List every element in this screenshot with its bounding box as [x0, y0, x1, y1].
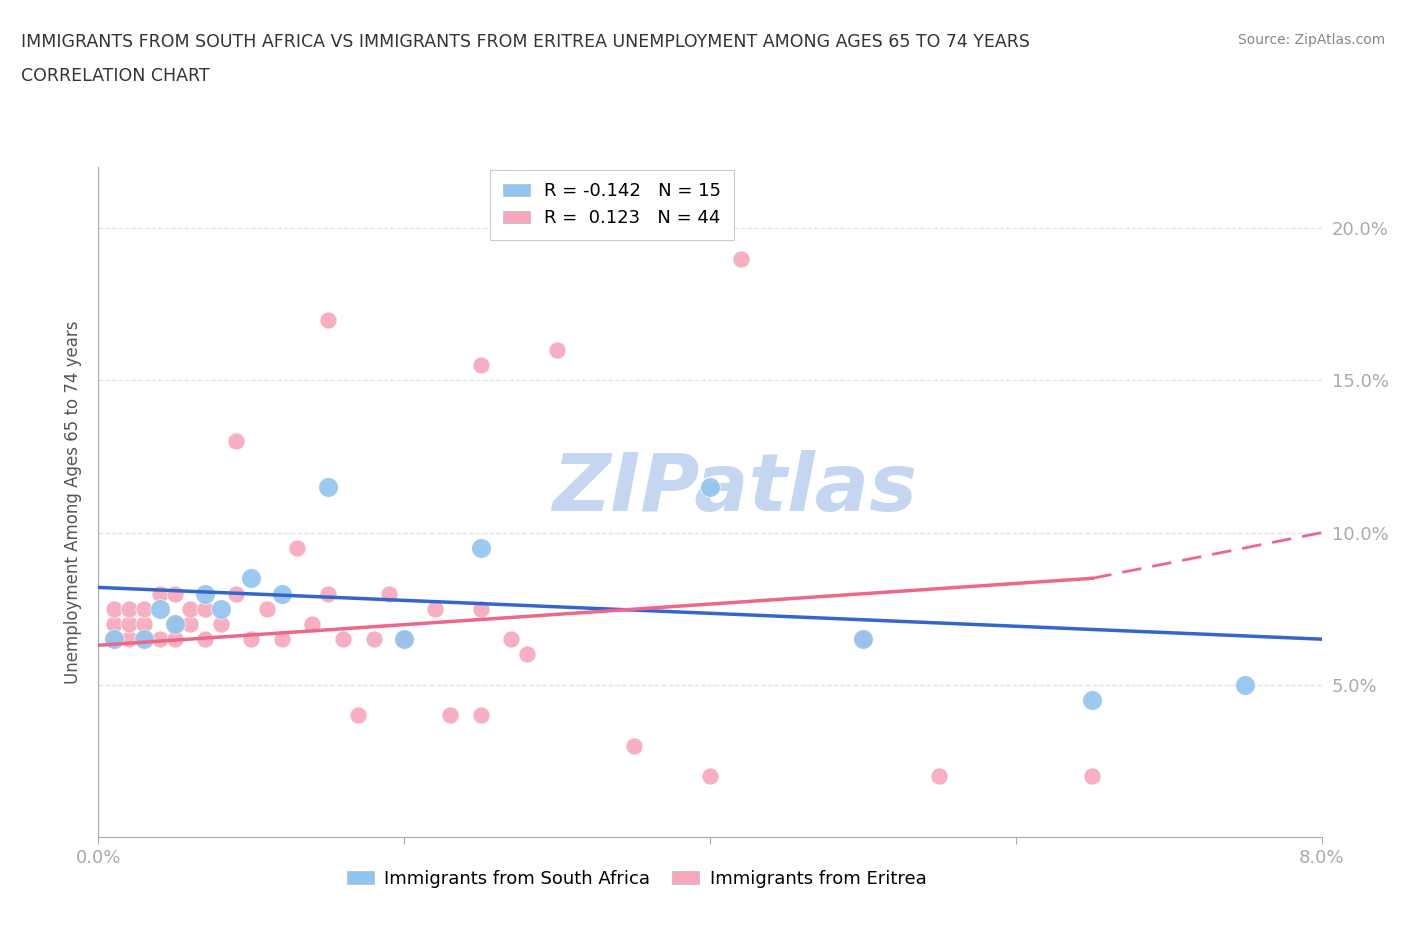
Point: [163, 617, 186, 631]
Point: [363, 631, 385, 646]
Point: [209, 602, 232, 617]
Point: [118, 631, 141, 646]
Legend: Immigrants from South Africa, Immigrants from Eritrea: Immigrants from South Africa, Immigrants…: [339, 862, 934, 895]
Point: [423, 602, 446, 617]
Point: [103, 631, 125, 646]
Point: [163, 586, 186, 601]
Point: [285, 540, 308, 555]
Point: [316, 312, 339, 327]
Point: [194, 631, 217, 646]
Point: [225, 434, 247, 449]
Point: [928, 769, 950, 784]
Point: [378, 586, 401, 601]
Point: [470, 602, 492, 617]
Point: [134, 631, 156, 646]
Point: [118, 602, 141, 617]
Text: CORRELATION CHART: CORRELATION CHART: [21, 67, 209, 85]
Point: [730, 251, 752, 266]
Point: [163, 631, 186, 646]
Point: [270, 586, 294, 601]
Text: Source: ZipAtlas.com: Source: ZipAtlas.com: [1237, 33, 1385, 46]
Point: [699, 769, 721, 784]
Point: [301, 617, 323, 631]
Point: [852, 631, 875, 646]
Point: [149, 631, 172, 646]
Point: [699, 480, 721, 495]
Point: [392, 631, 416, 646]
Point: [240, 571, 263, 586]
Point: [134, 617, 156, 631]
Point: [270, 631, 294, 646]
Point: [470, 358, 492, 373]
Point: [546, 342, 568, 357]
Y-axis label: Unemployment Among Ages 65 to 74 years: Unemployment Among Ages 65 to 74 years: [65, 321, 83, 684]
Point: [149, 586, 172, 601]
Point: [103, 631, 125, 646]
Point: [149, 602, 172, 617]
Point: [194, 602, 217, 617]
Point: [163, 617, 186, 631]
Point: [194, 586, 217, 601]
Text: ZIPatlas: ZIPatlas: [553, 450, 917, 528]
Point: [103, 617, 125, 631]
Point: [1081, 693, 1104, 708]
Point: [134, 631, 156, 646]
Point: [256, 602, 278, 617]
Point: [332, 631, 354, 646]
Point: [623, 738, 645, 753]
Point: [1081, 769, 1104, 784]
Point: [316, 586, 339, 601]
Point: [134, 602, 156, 617]
Point: [179, 617, 201, 631]
Point: [118, 617, 141, 631]
Point: [439, 708, 461, 723]
Point: [852, 631, 875, 646]
Point: [316, 480, 339, 495]
Point: [516, 647, 538, 662]
Point: [179, 602, 201, 617]
Point: [209, 617, 232, 631]
Point: [501, 631, 523, 646]
Point: [1234, 677, 1257, 692]
Point: [392, 631, 416, 646]
Point: [240, 631, 263, 646]
Point: [225, 586, 247, 601]
Point: [470, 708, 492, 723]
Point: [103, 602, 125, 617]
Point: [347, 708, 370, 723]
Point: [470, 540, 492, 555]
Text: IMMIGRANTS FROM SOUTH AFRICA VS IMMIGRANTS FROM ERITREA UNEMPLOYMENT AMONG AGES : IMMIGRANTS FROM SOUTH AFRICA VS IMMIGRAN…: [21, 33, 1031, 50]
